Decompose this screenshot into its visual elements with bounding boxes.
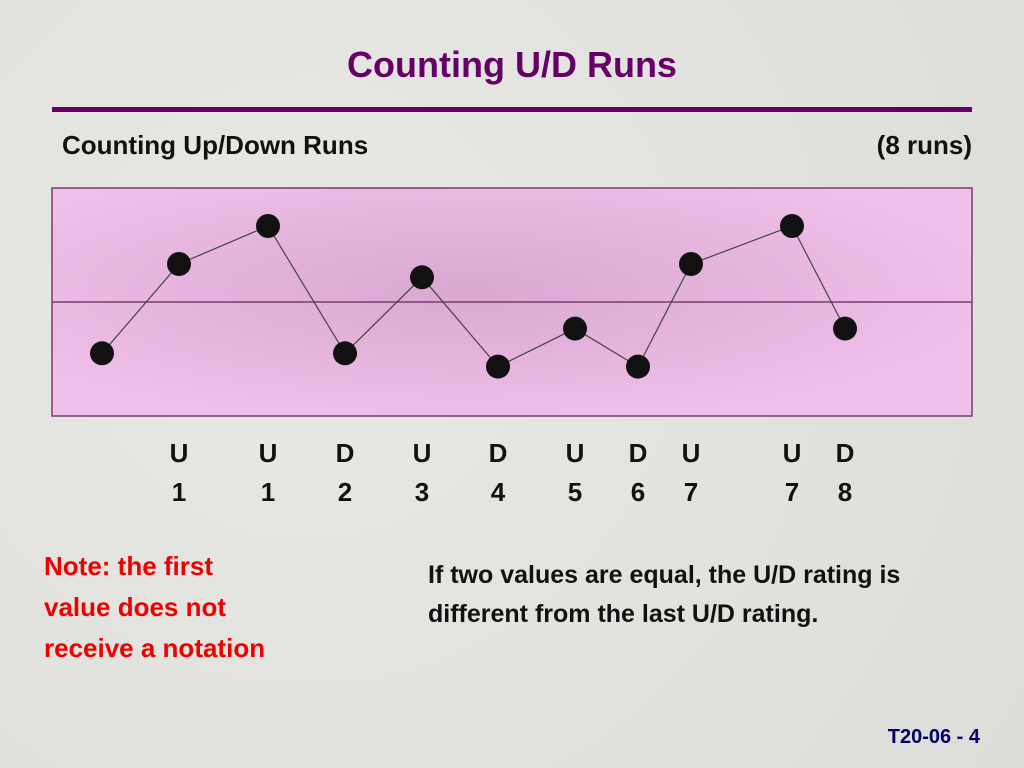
run-number: 7 — [684, 477, 698, 507]
run-number: 2 — [338, 477, 352, 507]
data-point — [780, 214, 804, 238]
run-number: 1 — [261, 477, 275, 507]
run-direction: D — [836, 438, 855, 468]
run-direction: D — [629, 438, 648, 468]
run-number: 3 — [415, 477, 429, 507]
run-direction: U — [259, 438, 278, 468]
chart-subtitle: (8 runs) — [876, 130, 972, 160]
run-number: 6 — [631, 477, 645, 507]
data-point — [333, 341, 357, 366]
run-direction: U — [783, 438, 802, 468]
footer: T20-06 - 4 — [887, 726, 980, 748]
run-number: 8 — [838, 477, 852, 507]
run-direction: U — [566, 438, 585, 468]
data-point — [167, 252, 191, 276]
run-number: 1 — [172, 477, 186, 507]
run-direction: U — [682, 438, 701, 468]
data-point — [90, 341, 114, 366]
slide-title: Counting U/D Runs — [347, 44, 677, 85]
run-number: 7 — [785, 477, 799, 507]
run-direction: U — [170, 438, 189, 468]
remark: If two values are equal, the U/D rating … — [428, 561, 901, 628]
data-point — [486, 354, 510, 379]
run-direction: D — [336, 438, 355, 468]
chart-title: Counting Up/Down Runs — [62, 130, 369, 160]
data-point — [626, 354, 650, 379]
run-number: 5 — [568, 477, 582, 507]
run-number: 4 — [491, 477, 506, 507]
data-point — [833, 316, 857, 341]
data-point — [679, 252, 703, 276]
run-direction: D — [489, 438, 508, 468]
title-rule — [52, 107, 972, 112]
run-direction: U — [413, 438, 432, 468]
data-point — [410, 265, 434, 290]
data-point — [563, 316, 587, 341]
data-point — [256, 214, 280, 238]
note: Note: the first value does not receive a… — [44, 551, 266, 663]
